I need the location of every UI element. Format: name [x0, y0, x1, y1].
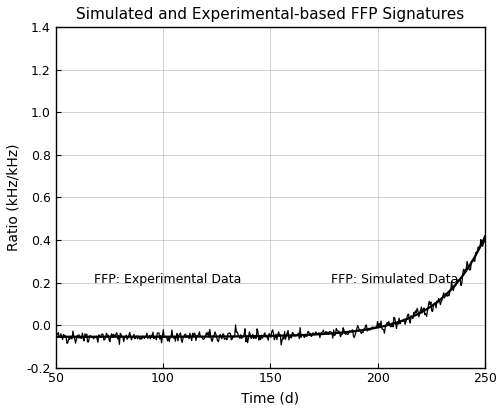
Title: Simulated and Experimental-based FFP Signatures: Simulated and Experimental-based FFP Sig…: [76, 7, 465, 22]
Text: FFP: Experimental Data: FFP: Experimental Data: [94, 273, 242, 286]
X-axis label: Time (d): Time (d): [241, 391, 299, 405]
Text: FFP: Simulated Data: FFP: Simulated Data: [331, 273, 458, 286]
Y-axis label: Ratio (kHz/kHz): Ratio (kHz/kHz): [7, 144, 21, 251]
